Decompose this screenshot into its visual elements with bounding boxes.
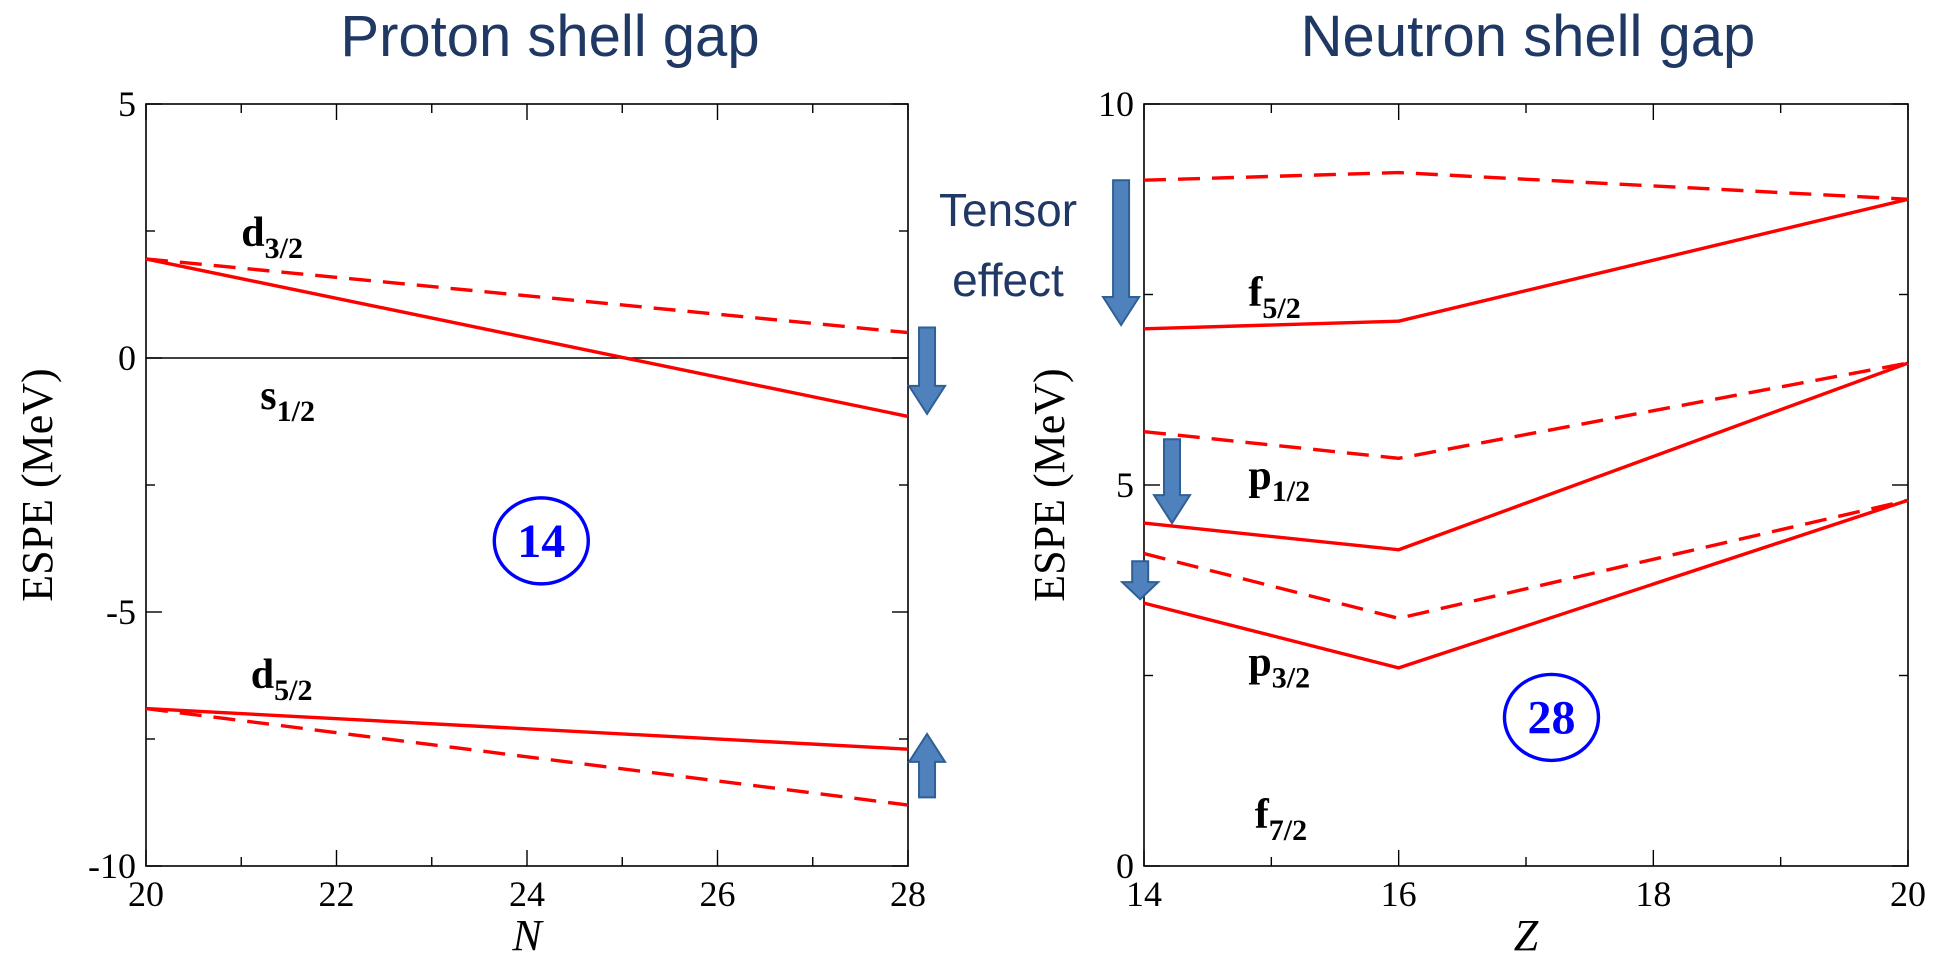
level-label-d-5-2: d5/2 [251, 652, 313, 707]
chart-title: Proton shell gap [340, 4, 759, 69]
y-tick-label: 0 [1116, 846, 1134, 886]
x-tick-label: 24 [509, 874, 545, 914]
magic-number-label: 14 [517, 515, 565, 568]
series-solid-d5-2 [145, 706, 909, 751]
series-dashed-d3-2 [145, 257, 909, 335]
tensor-arrow-down-1 [907, 326, 947, 416]
tensor-arrow-down-1 [1101, 179, 1141, 327]
tensor-arrow-up-2 [907, 732, 947, 799]
series-solid-d3-2 [145, 257, 909, 419]
x-tick-label: 16 [1381, 874, 1417, 914]
y-tick-label: 5 [118, 84, 136, 124]
tensor-arrow-down-3 [1119, 560, 1161, 601]
y-tick-label: 5 [1116, 465, 1134, 505]
tensor-annotation-line1: Tensor [939, 184, 1077, 236]
y-axis-label: ESPE (MeV) [1025, 368, 1074, 601]
series-solid-f5-2 [1143, 197, 1909, 331]
x-tick-label: 26 [700, 874, 736, 914]
level-label-f-7-2: f7/2 [1255, 792, 1307, 847]
series-dashed-p3-2 [1143, 498, 1909, 621]
x-tick-label: 22 [319, 874, 355, 914]
chart-title: Neutron shell gap [1301, 4, 1756, 69]
x-tick-label: 18 [1635, 874, 1671, 914]
series-solid-p1-2 [1143, 361, 1909, 552]
y-tick-label: -5 [106, 592, 136, 632]
magic-number-circle [1502, 672, 1601, 763]
series-solid-p3-2 [1143, 498, 1909, 670]
series-dashed-p1-2 [1143, 361, 1909, 461]
proton-chart: Proton shell gap 20 22 24 26 28 -10 -5 0 5 N ESPE (… [13, 4, 947, 957]
tensor-arrow-down-2 [1152, 438, 1192, 525]
y-tick-label: 0 [118, 338, 136, 378]
level-label-s-1-2: s1/2 [260, 373, 315, 428]
series-dashed-f5-2 [1143, 170, 1909, 201]
x-tick-label: 20 [1890, 874, 1926, 914]
x-tick-label: 14 [1126, 874, 1162, 914]
y-tick-label: -10 [88, 846, 136, 886]
neutron-chart: Neutron shell gap 14 16 18 20 0 5 10 Z ESPE (MeV)… [1025, 4, 1926, 957]
y-axis-label: ESPE (MeV) [13, 368, 62, 601]
x-axis-label: Z [1514, 911, 1539, 957]
level-label-d-3-2: d3/2 [241, 210, 303, 265]
y-tick-label: 10 [1098, 84, 1134, 124]
level-label-p-3-2: p3/2 [1248, 640, 1310, 695]
x-tick-label: 28 [890, 874, 926, 914]
level-label-p-1-2: p1/2 [1248, 453, 1310, 508]
magic-number-label: 28 [1527, 691, 1575, 744]
series-dashed-d5-2 [145, 706, 909, 807]
x-axis-label: N [511, 911, 544, 957]
tensor-annotation-line2: effect [952, 254, 1064, 306]
x-tick-label: 20 [128, 874, 164, 914]
magic-number-circle [492, 496, 590, 586]
level-label-f-5-2: f5/2 [1248, 270, 1300, 325]
